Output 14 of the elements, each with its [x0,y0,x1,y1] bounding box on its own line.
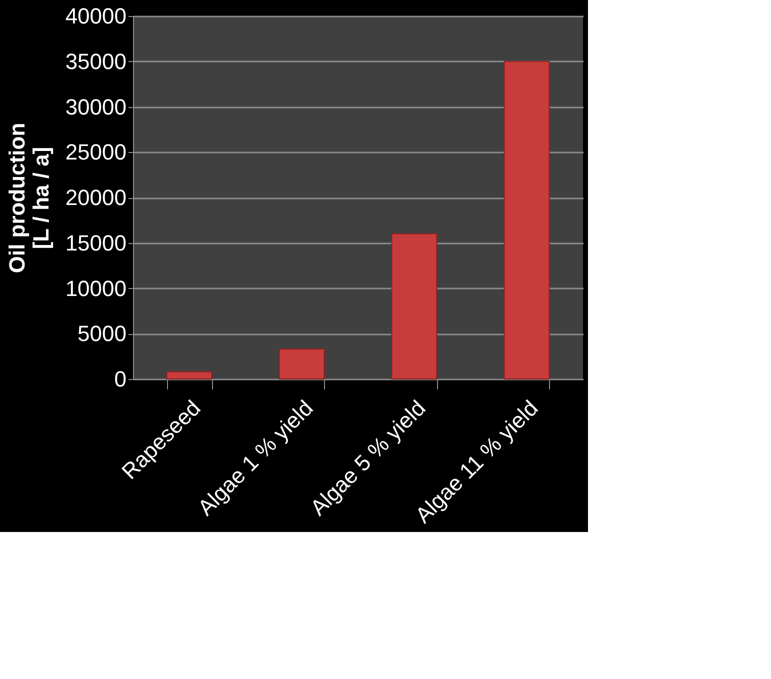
bar [278,348,325,380]
y-tick-label: 25000 [65,140,126,165]
y-tick-label: 35000 [65,48,126,74]
y-tick-label: 20000 [65,185,126,210]
y-tick-label: 5000 [78,321,126,346]
y-tick-label: 10000 [65,276,126,301]
bar [504,60,550,380]
bar [391,233,438,380]
y-tick-label: 0 [114,366,126,392]
y-tick-label: 40000 [65,4,126,28]
bar [166,371,212,380]
y-tick-label: 15000 [65,230,126,256]
y-tick-label: 30000 [65,94,126,120]
y-axis-title: Oil production [L / ha / a] [4,122,54,274]
